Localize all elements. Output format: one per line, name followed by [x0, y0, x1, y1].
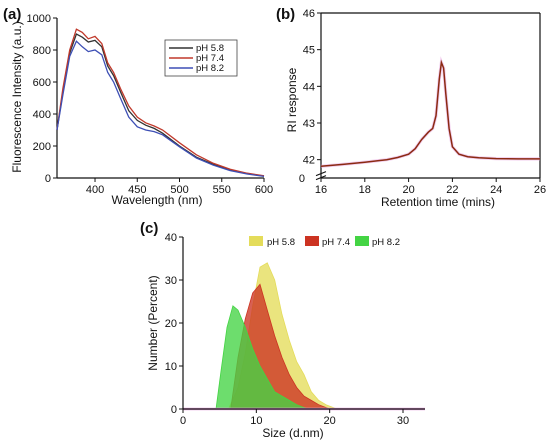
panel-a-x-tick-label: 600: [255, 184, 273, 196]
panel-a-y-tick-label: 800: [33, 45, 51, 57]
panel-a-label: (a): [3, 6, 21, 23]
panel-b-x-tick-label: 20: [402, 184, 414, 196]
panel-b-x-tick-label: 26: [534, 184, 546, 196]
panel-c-x-tick-label: 20: [324, 415, 336, 427]
panel-b-x-tick-label: 16: [315, 184, 327, 196]
series-line-ph-5-8: [56, 33, 265, 177]
panel-a-x-tick-label: 550: [213, 184, 231, 196]
legend-label-ph-7-4: pH 7.4: [196, 53, 224, 64]
panel-c-x-axis-title: Size (d.nm): [262, 426, 323, 440]
panel-c-y-axis-title: Number (Percent): [146, 275, 160, 370]
legend-label-ph-5-8: pH 5.8: [267, 237, 295, 248]
series-line-ph-8-2: [56, 40, 265, 178]
ri-response-halo: [320, 56, 540, 168]
legend-label-ph-8-2: pH 8.2: [196, 63, 224, 74]
panel-a-legend: pH 5.8 pH 7.4 pH 8.2: [164, 39, 238, 77]
panel-b-y-tick-label: 43: [303, 118, 315, 130]
panel-a-x-tick-label: 450: [128, 184, 146, 196]
panel-c-x-tick-label: 10: [250, 415, 262, 427]
panel-b-y-tick-label: 42: [303, 155, 315, 167]
panel-c-x-tick-label: 0: [180, 415, 186, 427]
series-line-ph-7-4: [56, 28, 265, 177]
panel-c-y-tick-label: 10: [165, 361, 177, 373]
panel-a-y-tick-label: 600: [33, 77, 51, 89]
legend-swatch-ph-5-8: [249, 236, 263, 246]
panel-c-y-tick-label: 30: [165, 275, 177, 287]
ri-response-line: [320, 59, 540, 168]
panel-b-label: (b): [276, 6, 295, 23]
panel-b-x-tick-label: 18: [359, 184, 371, 196]
panel-b-y-tick-label: 45: [303, 45, 315, 57]
panel-b-x-tick-label: 24: [490, 184, 502, 196]
panel-b-y-zero-label: 0: [299, 173, 305, 185]
panel-b-x-tick-label: 22: [446, 184, 458, 196]
panel-c-label: (c): [140, 220, 158, 237]
panel-c-x-tick-label: 30: [397, 415, 409, 427]
y-axis-break-mark: [315, 171, 327, 177]
panel-c-legend: pH 5.8 pH 7.4 pH 8.2: [249, 236, 400, 248]
panel-a-y-tick-label: 0: [45, 173, 51, 185]
panel-c-y-tick-label: 0: [171, 404, 177, 416]
panel-b-x-axis-title: Retention time (mins): [381, 195, 495, 209]
series-area-ph-8-2: [215, 305, 308, 410]
legend-label-ph-8-2: pH 8.2: [372, 237, 400, 248]
panel-c-y-tick-label: 40: [165, 232, 177, 244]
panel-a-y-tick-label: 400: [33, 109, 51, 121]
legend-swatch-ph-7-4: [305, 236, 319, 246]
panel-c-size-chart: (c) Size (d.nm) Number (Percent) 0 10 20 30…: [140, 220, 425, 440]
panel-b-ri-chart: (b) Retention time (mins) RI response 0 …: [276, 6, 546, 209]
legend-label-ph-5-8: pH 5.8: [196, 43, 224, 54]
y-axis-break-mark: [315, 175, 327, 181]
panel-c-y-tick-label: 20: [165, 318, 177, 330]
panel-a-x-tick-label: 400: [86, 184, 104, 196]
panel-b-y-axis-title: RI response: [285, 67, 299, 132]
legend-swatch-ph-8-2: [355, 236, 369, 246]
panel-a-fluorescence-chart: (a) Wavelength (nm) Fluorescence Intensi…: [3, 6, 273, 207]
legend-label-ph-7-4: pH 7.4: [322, 237, 350, 248]
panel-a-y-tick-label: 200: [33, 141, 51, 153]
panel-a-y-tick-label: 1000: [27, 13, 51, 25]
panel-a-x-tick-label: 500: [170, 184, 188, 196]
panel-a-y-axis-title: Fluorescence Intensity (a.u.): [10, 21, 24, 172]
panel-b-y-tick-label: 46: [303, 8, 315, 20]
panel-a-x-axis-title: Wavelength (nm): [112, 193, 203, 207]
panel-b-y-tick-label: 44: [303, 81, 315, 93]
